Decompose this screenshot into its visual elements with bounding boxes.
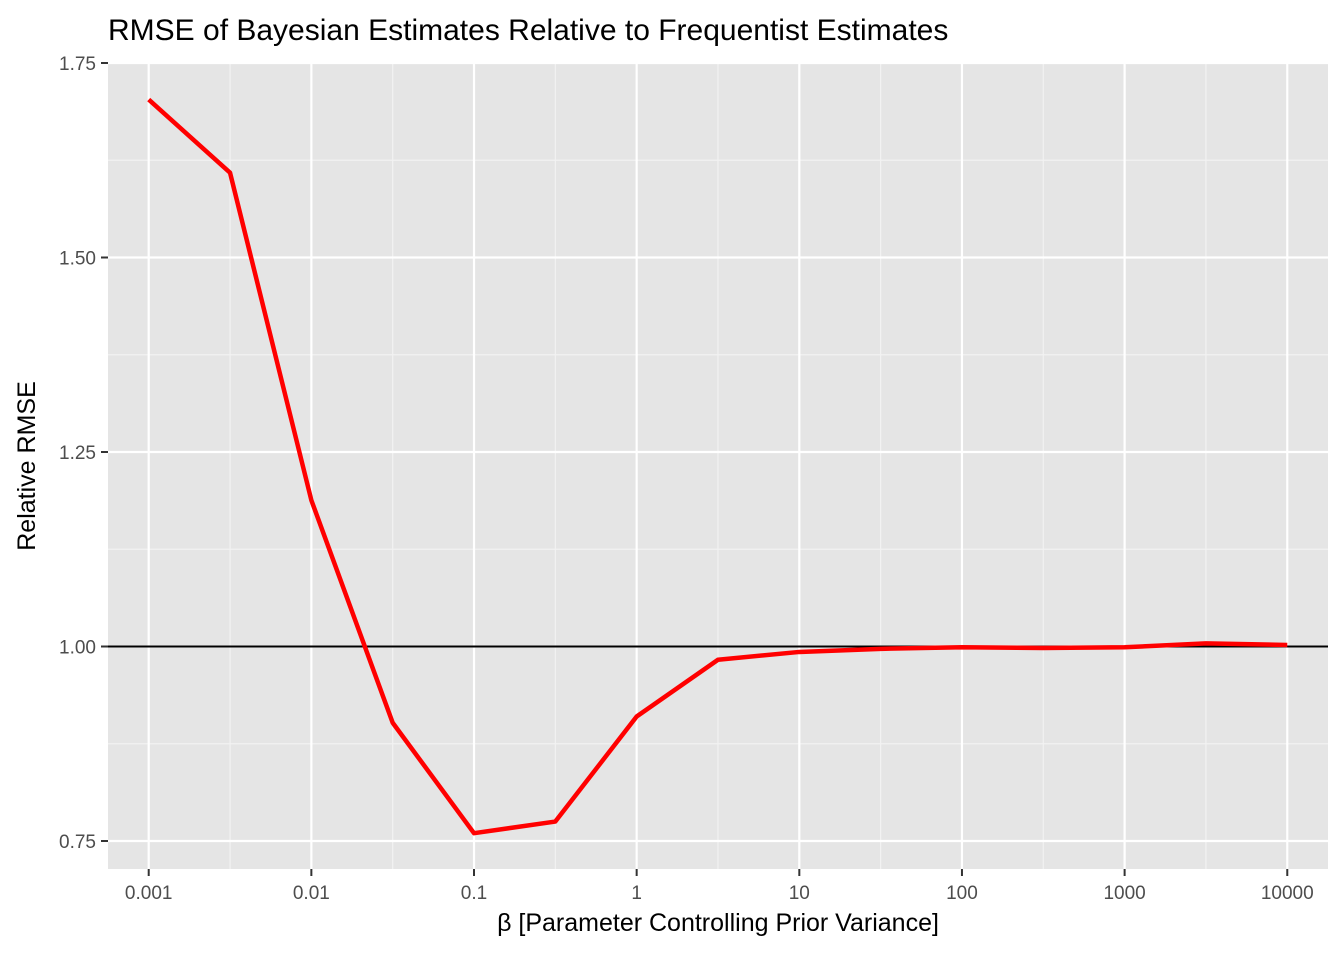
y-tick-label: 1.75 (59, 54, 96, 75)
x-axis-title: β [Parameter Controlling Prior Variance] (497, 909, 939, 937)
y-axis-title: Relative RMSE (13, 381, 41, 551)
y-tick-label: 1.25 (59, 443, 96, 464)
x-tick-label: 0.001 (125, 883, 173, 904)
y-tick-label: 1.50 (59, 248, 96, 269)
x-tick-label: 100 (946, 883, 978, 904)
chart-title: RMSE of Bayesian Estimates Relative to F… (108, 14, 948, 47)
y-tick-label: 0.75 (59, 832, 96, 853)
series-line (147, 97, 1288, 836)
x-tick-label: 0.1 (461, 883, 487, 904)
x-tick-label: 10 (789, 883, 810, 904)
x-axis: 0.001 0.01 0.1 1 10 100 1000 10000 (125, 869, 1314, 904)
x-tick-label: 10000 (1261, 883, 1314, 904)
y-tick-label: 1.00 (59, 637, 96, 658)
x-tick-label: 1000 (1103, 883, 1145, 904)
x-tick-label: 0.01 (293, 883, 330, 904)
y-axis: 0.75 1.00 1.25 1.50 1.75 (59, 54, 108, 853)
x-tick-label: 1 (631, 883, 642, 904)
